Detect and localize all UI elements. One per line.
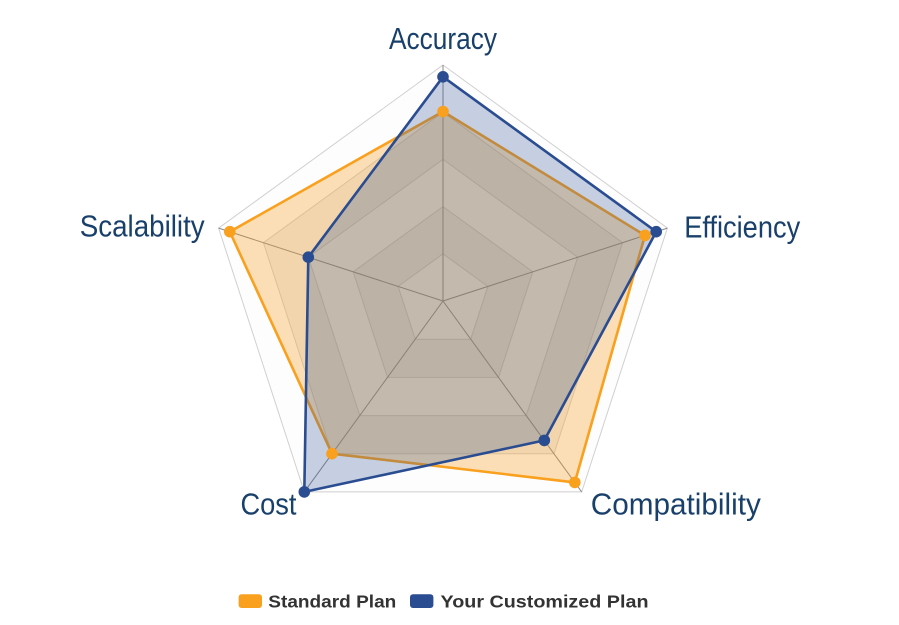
svg-text:Your Customized Plan: Your Customized Plan xyxy=(441,592,649,612)
svg-text:Efficiency: Efficiency xyxy=(684,210,800,245)
svg-text:Cost: Cost xyxy=(241,486,297,521)
svg-text:Standard Plan: Standard Plan xyxy=(268,592,396,612)
svg-text:Compatibility: Compatibility xyxy=(591,487,761,522)
svg-text:Accuracy: Accuracy xyxy=(389,21,497,56)
svg-text:Scalability: Scalability xyxy=(80,208,205,243)
